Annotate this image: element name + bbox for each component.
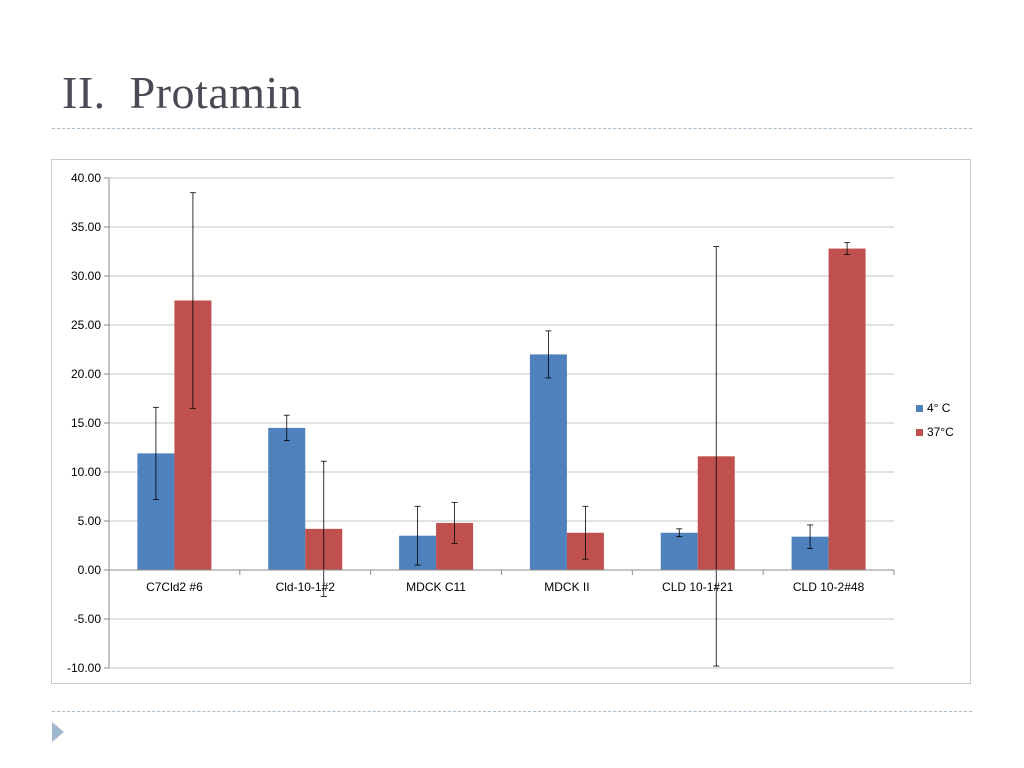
legend-swatch — [916, 429, 923, 436]
y-tick-label: -5.00 — [74, 612, 102, 626]
y-tick-label: 0.00 — [78, 563, 102, 577]
y-tick-label: -10.00 — [67, 661, 101, 675]
y-tick-label: 30.00 — [71, 269, 101, 283]
category-label: CLD 10-1#21 — [662, 580, 734, 594]
category-label: MDCK C11 — [406, 580, 466, 594]
legend-label: 37°C — [927, 425, 954, 439]
bar — [529, 354, 567, 570]
error-bars — [152, 192, 851, 667]
y-tick-label: 10.00 — [71, 465, 101, 479]
category-label: MDCK II — [544, 580, 589, 594]
axes: -10.00 -5.00 0.00 5.00 10.00 15.00 20.00 25.00 3… — [67, 171, 895, 675]
chart-frame: -10.00 -5.00 0.00 5.00 10.00 15.00 20.00 25.00 3… — [51, 159, 971, 684]
category-label: CLD 10-2#48 — [793, 580, 865, 594]
bar — [660, 532, 698, 570]
next-slide-arrow-icon[interactable] — [52, 722, 64, 742]
category-label: Cld-10-1#2 — [276, 580, 336, 594]
footer-divider — [52, 711, 972, 712]
y-tick-label: 40.00 — [71, 171, 101, 185]
title-divider — [52, 128, 972, 129]
slide-title: II. Protamin — [62, 67, 303, 118]
category-label: C7Cld2 #6 — [146, 580, 203, 594]
bar-chart: -10.00 -5.00 0.00 5.00 10.00 15.00 20.00 25.00 3… — [67, 171, 954, 675]
y-tick-label: 20.00 — [71, 367, 101, 381]
legend-swatch — [916, 405, 923, 412]
y-tick-label: 5.00 — [78, 514, 102, 528]
bar — [268, 427, 306, 570]
bars — [137, 248, 866, 570]
y-tick-label: 25.00 — [71, 318, 101, 332]
legend: 4° C 37°C — [916, 401, 954, 439]
y-tick-label: 15.00 — [71, 416, 101, 430]
gridlines — [109, 177, 894, 669]
legend-label: 4° C — [927, 401, 951, 415]
bar — [828, 248, 866, 570]
y-tick-label: 35.00 — [71, 220, 101, 234]
